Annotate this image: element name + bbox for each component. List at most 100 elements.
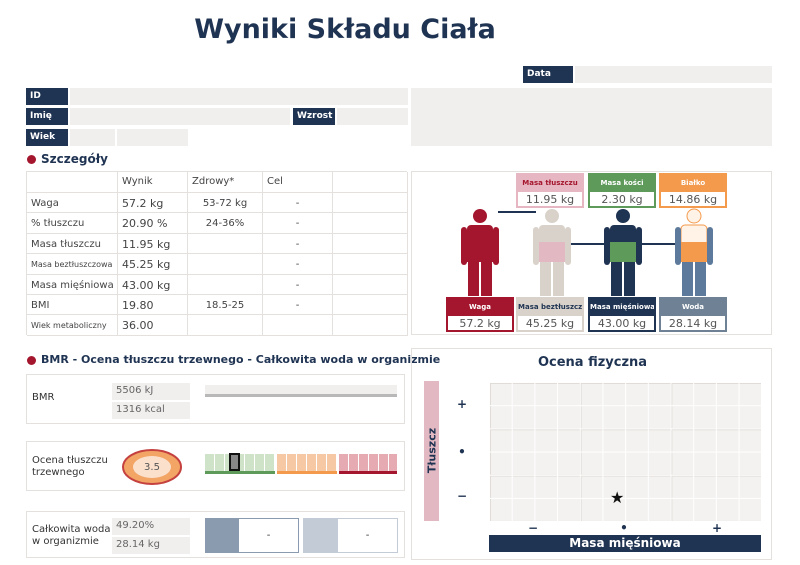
physical-title: Ocena fizyczna bbox=[537, 355, 648, 370]
figure-part bbox=[539, 225, 565, 247]
composition-box: Woda 28.14 kg bbox=[659, 297, 727, 332]
visceral-icon bbox=[122, 449, 182, 485]
figure-part bbox=[604, 227, 610, 265]
scale-marker bbox=[229, 453, 240, 471]
composition-box: Masa kości 2.30 kg bbox=[588, 173, 656, 208]
row-label: BMI bbox=[27, 295, 118, 316]
y-level: − bbox=[456, 489, 468, 503]
visceral-value: 3.5 bbox=[144, 462, 160, 473]
bmr-value: 5506 kJ bbox=[112, 383, 190, 400]
figure-part bbox=[611, 262, 622, 296]
table-cell bbox=[333, 254, 408, 275]
row-label: Waga bbox=[27, 193, 118, 214]
bmr-panel: BMR 5506 kJ 1316 kcal bbox=[26, 374, 405, 424]
section-title: BMR - Ocena tłuszczu trzewnego - Całkowi… bbox=[41, 353, 441, 366]
table-header bbox=[27, 172, 118, 193]
figure-part bbox=[493, 227, 499, 265]
table-cell bbox=[188, 315, 263, 336]
water-bar: - bbox=[303, 518, 398, 553]
scale-line bbox=[277, 471, 337, 474]
box-value: 43.00 kg bbox=[590, 316, 654, 330]
figure-part bbox=[610, 225, 636, 247]
scale-green bbox=[205, 454, 275, 471]
table-cell: - bbox=[263, 193, 333, 214]
table-cell: 24-36% bbox=[188, 213, 263, 234]
figure-part bbox=[682, 262, 693, 296]
y-axis-band bbox=[424, 381, 439, 521]
bmr-label: BMR bbox=[32, 392, 55, 403]
field bbox=[70, 88, 408, 105]
figure-part bbox=[467, 242, 493, 262]
field-label: ID bbox=[26, 88, 68, 105]
figure-part bbox=[636, 227, 642, 265]
table-header bbox=[333, 172, 408, 193]
composition-box: Waga 57.2 kg bbox=[446, 297, 514, 332]
table-cell bbox=[263, 315, 333, 336]
figure-part bbox=[539, 242, 565, 262]
body-figures bbox=[461, 208, 713, 296]
scale-line bbox=[339, 471, 397, 474]
table-cell: 11.95 kg bbox=[118, 233, 188, 255]
title: Wyniki Składu Ciała bbox=[194, 14, 496, 45]
table-cell: - bbox=[263, 213, 333, 234]
box-value: 45.25 kg bbox=[518, 316, 582, 330]
box-label: Masa beztłuszczowa bbox=[518, 299, 582, 316]
figure-part bbox=[533, 227, 539, 265]
box-label: Waga bbox=[448, 299, 512, 316]
field-label: Data bbox=[523, 66, 573, 83]
field-label: Imię bbox=[26, 108, 68, 125]
field bbox=[337, 108, 408, 125]
grid bbox=[489, 382, 761, 521]
figure-part bbox=[553, 262, 564, 296]
visceral-panel: Ocena tłuszczu trzewnego 3.5 bbox=[26, 441, 405, 491]
figure-part bbox=[461, 227, 467, 265]
scale-orange bbox=[277, 454, 337, 471]
figure-part bbox=[540, 262, 551, 296]
table-cell bbox=[333, 315, 408, 336]
box-label: Białko bbox=[661, 175, 725, 192]
section-title: Szczegóły bbox=[41, 152, 108, 166]
figure-part bbox=[675, 227, 681, 265]
figure-part bbox=[624, 262, 635, 296]
table-cell: 57.2 kg bbox=[118, 193, 188, 214]
bmr-bar bbox=[205, 385, 397, 397]
field-label: Wiek bbox=[26, 129, 68, 146]
field bbox=[575, 66, 772, 83]
composition-box: Masa tłuszczu 11.95 kg bbox=[516, 173, 584, 208]
table-cell: - bbox=[263, 233, 333, 255]
figure-part bbox=[473, 209, 487, 223]
water-panel: Całkowita woda w organizmie 49.20% 28.14… bbox=[26, 511, 405, 558]
table-header: Cel bbox=[263, 172, 333, 193]
table-cell bbox=[333, 274, 408, 295]
table-cell bbox=[333, 295, 408, 316]
table-cell: - bbox=[263, 254, 333, 275]
table-cell: - bbox=[263, 274, 333, 295]
bmr-value: 1316 kcal bbox=[112, 402, 190, 419]
box-value: 14.86 kg bbox=[661, 192, 725, 206]
x-level: + bbox=[711, 521, 723, 535]
table-cell bbox=[188, 233, 263, 255]
figure-part bbox=[695, 262, 706, 296]
bullet bbox=[27, 356, 36, 365]
row-label: % tłuszczu bbox=[27, 213, 118, 234]
row-label: Wiek metaboliczny bbox=[27, 315, 118, 336]
box-value: 28.14 kg bbox=[661, 316, 725, 330]
box-label: Woda bbox=[661, 299, 725, 316]
table-cell: 45.25 kg bbox=[118, 254, 188, 275]
figure-part bbox=[481, 262, 492, 296]
x-level: • bbox=[620, 521, 628, 535]
water-value: 49.20% bbox=[112, 518, 190, 535]
table-header: Wynik bbox=[118, 172, 188, 193]
table-cell: - bbox=[263, 295, 333, 316]
figure-part bbox=[545, 209, 559, 223]
table-cell: 53-72 kg bbox=[188, 193, 263, 214]
row-label: Masa tłuszczu bbox=[27, 233, 118, 255]
y-axis-label: Tłuszcz bbox=[425, 427, 439, 474]
figure-part bbox=[681, 242, 707, 262]
x-level: − bbox=[527, 521, 539, 535]
figure-part bbox=[616, 209, 630, 223]
row-label: Masa mięśniowa bbox=[27, 274, 118, 295]
composition-box: Masa mięśniowa 43.00 kg bbox=[588, 297, 656, 332]
